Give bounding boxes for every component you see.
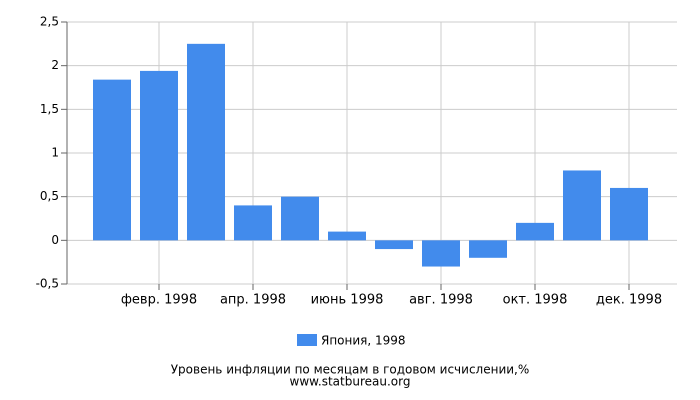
bar	[563, 170, 601, 241]
bar	[610, 187, 648, 241]
x-tick-label: дек. 1998	[596, 293, 662, 308]
y-tick-label: -0,5	[36, 277, 59, 291]
y-tick-label: 0	[51, 233, 59, 247]
bar	[93, 79, 131, 241]
bar	[328, 231, 366, 241]
bar	[375, 240, 413, 250]
x-tick-label: авг. 1998	[409, 293, 473, 308]
y-tick-label: 0,5	[40, 189, 59, 203]
legend-swatch	[297, 334, 317, 346]
legend-label: Япония, 1998	[321, 334, 406, 348]
x-tick-label: июнь 1998	[311, 293, 384, 308]
bar	[422, 240, 460, 267]
bar	[469, 240, 507, 258]
bar	[140, 70, 178, 241]
x-tick-label: февр. 1998	[121, 293, 197, 308]
chart-title: Уровень инфляции по месяцам в годовом ис…	[171, 363, 530, 377]
source: www.statbureau.org	[290, 375, 411, 389]
bar	[281, 196, 319, 241]
y-tick-label: 2,5	[40, 15, 59, 29]
y-tick-label: 1	[51, 146, 59, 160]
x-tick-label: окт. 1998	[503, 293, 568, 308]
y-tick-label: 1,5	[40, 102, 59, 116]
y-tick-label: 2	[51, 58, 59, 72]
bar	[234, 205, 272, 241]
bar	[187, 43, 225, 241]
x-tick-label: апр. 1998	[220, 293, 286, 308]
bar	[516, 222, 554, 241]
